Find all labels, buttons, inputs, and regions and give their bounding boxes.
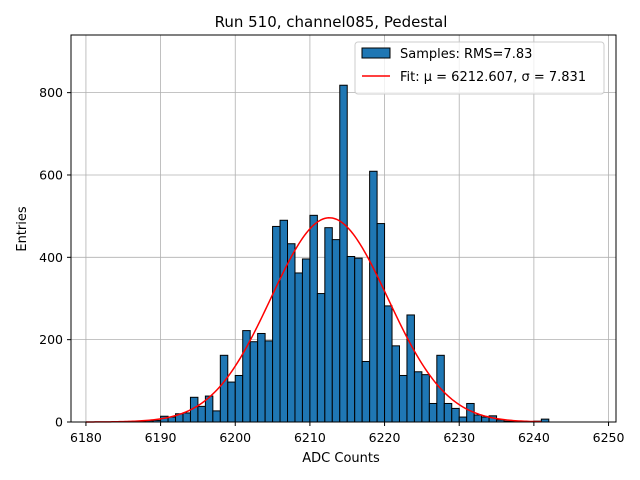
histogram-bar [219,354,229,423]
histogram-bar [257,332,266,423]
histogram-bars [122,84,550,423]
histogram-bar [354,257,363,423]
histogram-bar [294,272,303,423]
histogram-bar [324,227,333,423]
histogram-bar [346,255,356,423]
x-tick-label: 6190 [145,430,177,445]
histogram-bar [413,371,423,423]
histogram-bar [301,258,311,423]
legend-box [354,41,605,95]
legend-samples-swatch [361,47,391,59]
y-tick-label: 200 [39,332,63,347]
histogram-bar [197,405,206,423]
histogram-bar [458,416,468,423]
histogram-bar [182,412,191,423]
axes-frame [70,34,617,423]
legend-fit-label: Fit: μ = 6212.607, σ = 7.831 [400,70,586,85]
histogram-bar [451,407,460,423]
histogram-bar [272,225,281,423]
y-axis-label: Entries [15,206,30,252]
histogram-bar [369,170,378,423]
histogram-bar [242,330,251,423]
legend-samples-label: Samples: RMS=7.83 [400,47,532,62]
x-axis-label: ADC Counts [302,451,380,466]
y-tick-label: 600 [39,167,63,182]
histogram-bar [279,219,289,423]
x-tick-label: 6230 [443,430,475,445]
legend: Samples: RMS=7.83 Fit: μ = 6212.607, σ =… [354,41,605,95]
histogram-bar [331,239,341,423]
histogram-bar [361,360,371,423]
x-tick-label: 6180 [70,430,102,445]
histogram-bar [391,345,400,423]
x-tick-label: 6220 [369,430,401,445]
histogram-bar [376,223,386,423]
histogram-bar [421,374,430,423]
x-tick-label: 6250 [593,430,625,445]
y-tick-label: 400 [39,250,63,265]
chart-title: Run 510, channel085, Pedestal [215,13,448,31]
x-tick-label: 6210 [294,430,326,445]
y-tick-label: 0 [55,415,63,430]
histogram-bar [234,374,244,423]
histogram-bar [287,243,296,423]
histogram-bar [406,314,415,423]
histogram-bar [384,305,393,423]
histogram-bar [443,402,453,423]
x-axis-ticks: 6180 6190 6200 6210 6220 6230 6240 6250 [70,422,624,445]
histogram-bar [249,341,259,423]
x-tick-label: 6200 [219,430,251,445]
y-axis-ticks: 0 200 400 600 800 [39,85,71,430]
x-tick-label: 6240 [518,430,550,445]
histogram-bar [481,416,490,423]
histogram-bar [309,214,318,423]
histogram-bar [398,374,408,423]
histogram-bar [227,381,236,423]
histogram-bar [264,340,274,423]
histogram-bar [428,402,438,423]
histogram-bar [473,414,483,423]
histogram-bar [212,410,221,423]
y-tick-label: 800 [39,85,63,100]
fit-curve [85,217,542,423]
histogram-bar [339,84,348,423]
histogram-bar [316,293,326,423]
